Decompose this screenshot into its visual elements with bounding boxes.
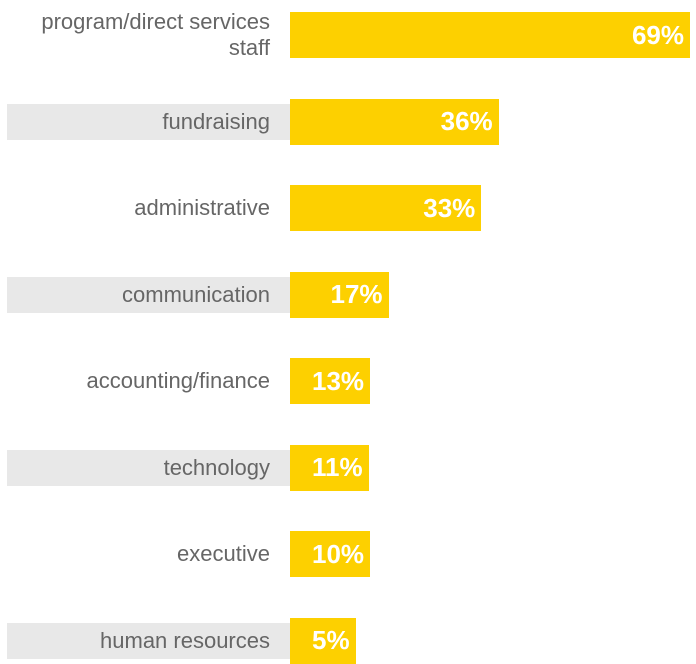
bar: 13% <box>290 358 371 404</box>
bar-row: fundraising 36% <box>0 98 696 145</box>
value-label: 69% <box>631 19 684 50</box>
value-label: 13% <box>312 365 365 396</box>
value-label: 17% <box>330 279 383 309</box>
category-label: human resources <box>100 627 270 653</box>
category-label: administrative <box>134 195 270 220</box>
bar-row: executive 10% <box>0 531 696 577</box>
bar: 33% <box>290 185 482 231</box>
bar: 36% <box>290 98 499 145</box>
bar-row: program/direct services staff 69% <box>0 9 696 60</box>
row-band <box>7 103 290 140</box>
value-label: 36% <box>440 106 493 136</box>
bar: 5% <box>290 617 356 664</box>
bar-row: technology 11% <box>0 444 696 491</box>
value-label: 5% <box>312 625 350 655</box>
category-label: accounting/finance <box>86 368 270 393</box>
bar: 17% <box>290 271 389 318</box>
row-band <box>7 622 290 659</box>
bar-row: communication 17% <box>0 271 696 318</box>
value-label: 11% <box>312 452 363 482</box>
category-label: program/direct services staff <box>41 9 270 60</box>
category-label: fundraising <box>162 108 270 134</box>
bar-row: accounting/finance 13% <box>0 358 696 404</box>
bar-row: human resources 5% <box>0 617 696 664</box>
category-label: communication <box>122 281 270 307</box>
bar: 69% <box>290 12 690 58</box>
row-band <box>7 449 290 486</box>
category-label: executive <box>177 541 270 566</box>
category-label: technology <box>163 454 270 480</box>
bar: 11% <box>290 444 369 491</box>
value-label: 33% <box>423 192 476 223</box>
bar-row: administrative 33% <box>0 185 696 231</box>
row-band <box>7 276 290 313</box>
bar: 10% <box>290 531 371 577</box>
value-label: 10% <box>312 538 365 569</box>
